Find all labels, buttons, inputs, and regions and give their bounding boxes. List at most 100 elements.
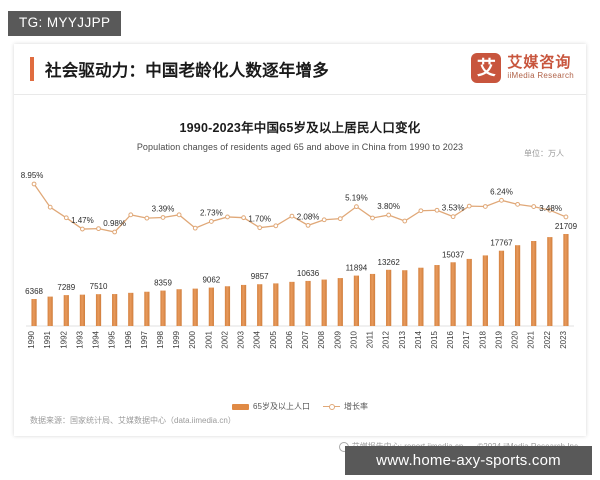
- line-marker: [402, 218, 408, 224]
- combo-chart-svg: 6368 1990 1991 7289 1992 1993 7510 1994 1995 1996…: [21, 171, 578, 349]
- x-axis-tick-label: 2013: [398, 330, 407, 348]
- x-axis-tick-label: 2019: [494, 330, 503, 348]
- line-marker: [321, 217, 327, 223]
- x-axis-tick-label: 2003: [237, 330, 246, 348]
- bar-value-label: 7510: [90, 282, 108, 291]
- chart-bar: [144, 291, 150, 326]
- chart-unit-label: 单位：万人: [524, 149, 564, 158]
- line-marker: [434, 207, 440, 213]
- chart-bar: [466, 258, 472, 326]
- x-axis-tick-label: 2022: [543, 330, 552, 348]
- page-title: 社会驱动力：中国老龄化人数逐年增多: [45, 62, 329, 80]
- brand-text: 艾媒咨询 iiMedia Research: [507, 55, 574, 80]
- chart-bar: [386, 269, 392, 326]
- chart-bar: [402, 270, 408, 326]
- legend-bar-swatch-icon: [232, 403, 250, 410]
- line-value-label: 3.48%: [539, 204, 562, 213]
- x-axis-tick-label: 2012: [382, 330, 391, 348]
- x-axis-tick-label: 1990: [27, 330, 36, 348]
- chart-bar: [208, 287, 214, 326]
- x-axis-tick-label: 2021: [527, 330, 536, 348]
- chart-bar: [305, 280, 311, 326]
- line-marker: [499, 197, 504, 203]
- chart-bar: [192, 288, 198, 326]
- chart-bar: [498, 250, 505, 326]
- bar-value-label: 6368: [25, 287, 43, 296]
- chart-bar: [273, 283, 279, 326]
- chart-bar: [176, 289, 182, 326]
- bar-value-label: 15037: [442, 250, 465, 259]
- line-marker: [80, 226, 85, 232]
- line-marker: [305, 222, 311, 228]
- chart-bar: [353, 275, 360, 326]
- line-value-label: 1.47%: [71, 216, 94, 225]
- line-marker: [63, 215, 69, 221]
- tg-watermark-tag: TG: MYYJJPP: [8, 11, 122, 36]
- chart-bar: [418, 267, 424, 326]
- bar-value-label: 9857: [251, 272, 269, 281]
- x-axis-tick-label: 2006: [285, 330, 294, 348]
- chart-bar: [31, 299, 37, 326]
- line-marker: [257, 225, 263, 231]
- x-axis-tick-label: 2020: [511, 330, 520, 348]
- bar-value-label: 10636: [297, 269, 320, 278]
- x-axis-tick-label: 1998: [156, 330, 165, 348]
- chart-bar: [160, 290, 166, 326]
- x-axis-tick-label: 1991: [43, 330, 52, 348]
- chart-bar: [514, 245, 521, 326]
- chart-plot: 6368 1990 1991 7289 1992 1993 7510 1994 1995 1996…: [21, 158, 578, 393]
- line-marker: [337, 216, 343, 222]
- x-axis-tick-label: 2017: [462, 330, 471, 348]
- line-marker: [531, 204, 537, 209]
- line-value-label: 3.39%: [152, 204, 175, 213]
- x-axis-tick-label: 2008: [317, 330, 326, 348]
- x-axis-tick-label: 2018: [478, 330, 487, 348]
- legend-item-line: 增长率: [322, 401, 368, 412]
- x-axis-tick-label: 2004: [253, 330, 262, 348]
- chart-bar: [321, 279, 327, 326]
- brand-logo: 艾 艾媒咨询 iiMedia Research: [471, 53, 574, 83]
- line-marker: [128, 212, 134, 218]
- line-marker: [160, 215, 166, 220]
- data-source-note: 数据来源：国家统计局、艾媒数据中心（data.iimedia.cn）: [30, 416, 236, 425]
- chart-bar: [95, 294, 102, 326]
- line-value-label: 2.08%: [297, 212, 320, 221]
- line-marker: [96, 226, 101, 232]
- legend-line-label: 增长率: [343, 402, 368, 411]
- chart-bar: [450, 262, 456, 326]
- line-marker: [225, 214, 230, 220]
- x-axis-tick-label: 2009: [333, 330, 342, 348]
- line-marker: [241, 215, 246, 221]
- chart-bar: [531, 241, 537, 326]
- bar-value-label: 17767: [490, 239, 513, 248]
- x-axis-tick-label: 1992: [59, 330, 68, 348]
- legend-item-bar: 65岁及以上人口: [232, 401, 310, 412]
- chart-bar: [128, 292, 134, 326]
- chart-subtitle: Population changes of residents aged 65 …: [136, 142, 464, 152]
- bar-value-label: 21709: [555, 222, 578, 231]
- line-marker: [370, 215, 375, 221]
- line-marker: [482, 204, 488, 209]
- brand-name-en: iiMedia Research: [507, 71, 574, 81]
- chart-area: 1990-2023年中国65岁及以上居民人口变化 Population chan…: [14, 95, 586, 436]
- line-value-label: 2.73%: [200, 208, 223, 217]
- x-axis-tick-label: 2005: [269, 330, 278, 348]
- chart-bar: [257, 284, 263, 326]
- line-marker: [289, 213, 295, 219]
- chart-bar: [482, 255, 488, 326]
- bar-value-label: 9062: [202, 276, 220, 285]
- chart-bar: [63, 295, 69, 326]
- chart-bar: [337, 278, 343, 326]
- bar-value-label: 13262: [378, 258, 401, 267]
- line-value-label: 1.70%: [248, 215, 271, 224]
- line-marker: [176, 212, 182, 218]
- bar-value-label: 8359: [154, 279, 172, 288]
- chart-bar: [369, 273, 376, 326]
- accent-bar: [30, 57, 34, 81]
- line-marker: [418, 208, 424, 214]
- site-watermark: www.home-axy-sports.com: [345, 446, 592, 475]
- line-marker: [144, 215, 150, 221]
- x-axis-tick-label: 2011: [366, 330, 375, 348]
- bar-value-label: 11894: [346, 264, 368, 273]
- line-marker: [192, 225, 198, 231]
